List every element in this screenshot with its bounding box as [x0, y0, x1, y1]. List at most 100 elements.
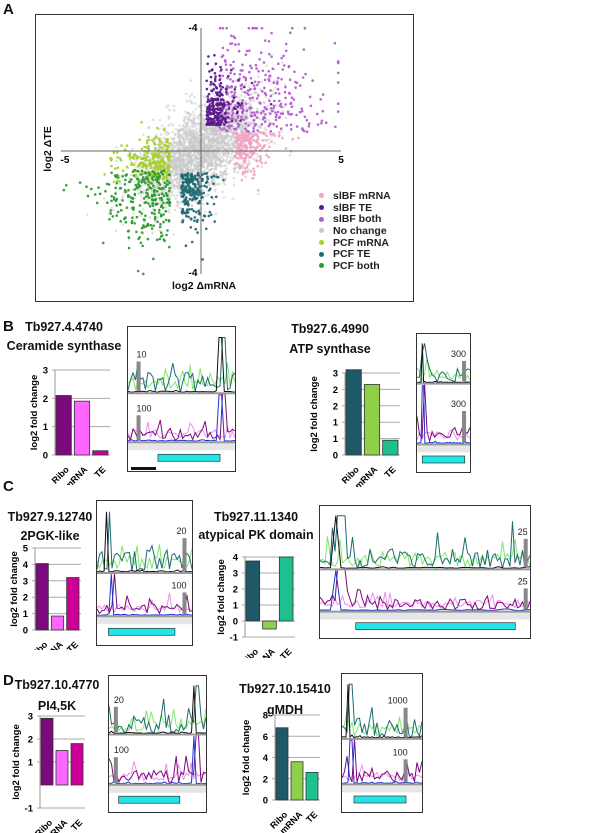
scale-indicator [182, 538, 187, 571]
scatter-point [205, 175, 209, 178]
scatter-point [181, 180, 185, 184]
scatter-point [280, 56, 283, 60]
scatter-ylabel: log2 ΔTE [42, 126, 54, 172]
scatter-point [192, 147, 195, 151]
scatter-point [221, 144, 225, 148]
scatter-point [230, 85, 233, 88]
scatter-point [212, 174, 216, 178]
scatter-point [255, 116, 259, 119]
y-tick-label: 1 [333, 434, 339, 445]
scatter-point [295, 125, 299, 128]
scatter-point [278, 104, 282, 107]
y-tick-label: -1 [25, 804, 34, 815]
gene-id-gmdh: Tb927.10.15410 [239, 682, 331, 696]
scatter-point [142, 272, 145, 276]
scatter-point [209, 169, 212, 172]
scatter-point [215, 132, 218, 135]
scatter-point [178, 124, 181, 127]
scatter-point [252, 173, 256, 176]
scatter-point [193, 142, 196, 145]
scatter-point [150, 182, 153, 185]
scatter-point [158, 208, 161, 212]
scatter-point [118, 203, 122, 206]
scatter-point [193, 183, 197, 187]
scatter-point [161, 147, 164, 150]
legend-marker-icon [319, 263, 324, 269]
scatter-point [214, 143, 218, 147]
y-tick-label: 1 [23, 609, 29, 620]
scatter-point [272, 99, 276, 103]
scatter-point [240, 162, 244, 166]
scatter-point [206, 122, 209, 125]
scale-indicator [523, 538, 528, 568]
scatter-point [152, 118, 155, 121]
scale-indicator [182, 592, 187, 615]
scatter-point [152, 178, 155, 182]
scatter-point [162, 136, 166, 140]
scatter-point [242, 135, 246, 139]
y-tick-label: 1 [43, 422, 49, 433]
scatter-point [257, 192, 260, 196]
scatter-point [230, 68, 233, 72]
scatter-point [130, 173, 133, 176]
scatter-point [212, 108, 215, 112]
scatter-point [197, 117, 201, 121]
legend-marker-icon [319, 251, 324, 257]
scatter-point [280, 130, 283, 133]
scatter-point [222, 196, 225, 199]
scatter-point [159, 231, 163, 234]
scatter-point [260, 80, 264, 84]
legend-item: slBF both [319, 213, 391, 225]
scatter-point [238, 127, 242, 130]
scatter-point [247, 137, 251, 140]
scatter-point [274, 86, 277, 90]
scatter-point [220, 92, 223, 96]
scatter-point [263, 86, 266, 90]
scatter-point [121, 175, 124, 178]
bar-te [278, 556, 294, 622]
scatter-point [155, 178, 158, 182]
scatter-point [167, 124, 170, 127]
scatter-point [196, 173, 199, 177]
scatter-point [196, 115, 199, 118]
scatter-point [168, 204, 171, 207]
scatter-point [260, 165, 263, 168]
scatter-point [134, 183, 138, 187]
scatter-point [247, 26, 251, 30]
scatter-point [276, 110, 280, 114]
gene-model-bar [421, 455, 466, 464]
scatter-point [128, 152, 132, 155]
scatter-point [180, 143, 183, 147]
top-scale-label: 25 [518, 527, 528, 537]
scatter-point [273, 134, 276, 137]
scatter-point [206, 161, 210, 164]
scatter-point [189, 187, 192, 190]
legend-marker-icon [319, 216, 324, 222]
scatter-point [194, 116, 197, 120]
scatter-point [196, 157, 199, 161]
scatter-point [182, 129, 186, 133]
scatter-point [173, 166, 177, 170]
scatter-point [255, 159, 258, 163]
scatter-point [227, 86, 231, 89]
scatter-point [161, 234, 164, 237]
scale-indicator [403, 707, 408, 737]
scatter-point [243, 132, 247, 135]
scatter-point [168, 181, 171, 184]
scatter-point [154, 163, 157, 167]
scatter-point [204, 128, 208, 131]
scatter-point [203, 214, 207, 218]
scatter-point [192, 110, 195, 114]
scatter-point [135, 230, 138, 234]
scatter-point [252, 145, 255, 149]
scatter-point [243, 95, 247, 99]
scatter-point [245, 166, 249, 169]
bottom-scale-label: 25 [518, 576, 528, 586]
scatter-point [268, 145, 271, 149]
scatter-point [224, 164, 227, 167]
scatter-point [185, 99, 189, 103]
scatter-point [136, 269, 140, 273]
gene-model-bar [353, 795, 407, 804]
scatter-point [282, 64, 286, 67]
